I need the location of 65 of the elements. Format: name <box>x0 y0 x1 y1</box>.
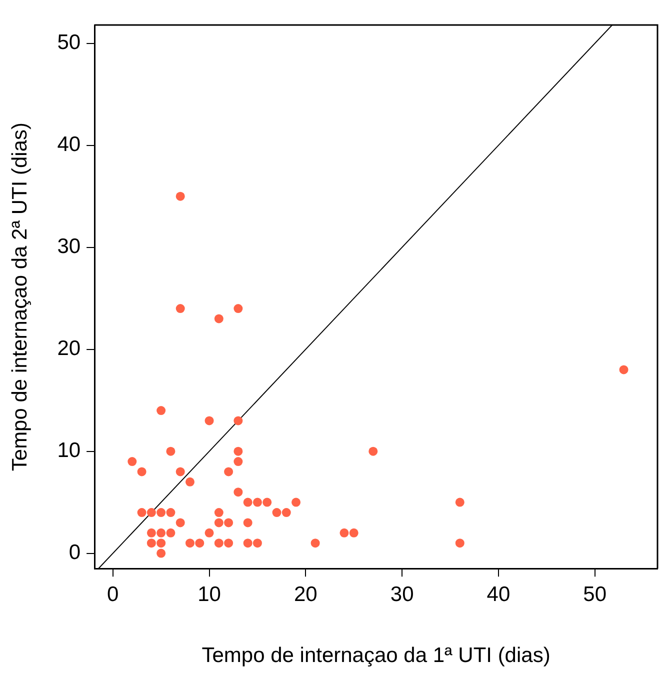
point <box>272 508 282 518</box>
point <box>166 446 176 456</box>
x-tick-label: 20 <box>294 582 318 606</box>
x-tick-label: 10 <box>198 582 221 606</box>
point <box>204 528 214 538</box>
point <box>185 477 194 486</box>
point <box>176 467 185 476</box>
point <box>619 365 628 374</box>
point <box>243 518 252 528</box>
point <box>214 538 224 548</box>
x-tick-label: 40 <box>486 582 510 606</box>
point <box>224 518 234 528</box>
point <box>234 304 243 314</box>
point <box>224 538 234 548</box>
y-tick-label: 50 <box>57 31 81 54</box>
point <box>214 518 224 528</box>
point <box>349 528 358 538</box>
x-axis-title: Tempo de internaçao da 1ª UTI (dias) <box>202 644 550 668</box>
y-tick-label: 10 <box>57 439 81 462</box>
y-tick-label: 20 <box>57 337 81 360</box>
x-tick-label: 50 <box>583 582 607 606</box>
point <box>137 508 146 518</box>
point <box>185 538 194 548</box>
point <box>310 538 320 548</box>
point <box>340 528 349 538</box>
point <box>176 192 185 201</box>
point <box>234 446 243 456</box>
y-tick-label: 40 <box>57 133 81 156</box>
point <box>166 528 176 538</box>
point <box>243 538 252 548</box>
y-axis-title: Tempo de internaçao da 2ª UTI (dias) <box>8 122 32 472</box>
point <box>214 314 224 324</box>
y-tick-label: 30 <box>57 235 81 258</box>
point <box>455 538 464 548</box>
point <box>146 508 156 518</box>
x-tick-label: 0 <box>107 582 119 606</box>
point <box>204 416 214 426</box>
y-tick-label: 0 <box>68 541 81 564</box>
point <box>156 508 166 518</box>
point <box>146 538 156 548</box>
point <box>128 457 137 466</box>
point <box>292 498 301 507</box>
point <box>252 498 262 507</box>
point <box>176 518 185 528</box>
point <box>262 498 272 507</box>
point <box>368 446 378 456</box>
x-tick-label: 30 <box>390 582 414 606</box>
point <box>146 528 156 538</box>
point <box>455 498 464 507</box>
point <box>156 406 166 416</box>
point <box>252 538 262 548</box>
point <box>214 508 224 518</box>
point <box>234 416 243 426</box>
point <box>195 538 204 548</box>
point <box>156 538 166 548</box>
point <box>243 498 252 507</box>
point <box>137 467 146 476</box>
point <box>224 467 234 476</box>
point <box>176 304 185 314</box>
point <box>282 508 291 518</box>
point <box>166 508 176 518</box>
point <box>156 548 166 558</box>
point <box>234 488 243 497</box>
point <box>234 457 243 466</box>
point <box>156 528 166 538</box>
